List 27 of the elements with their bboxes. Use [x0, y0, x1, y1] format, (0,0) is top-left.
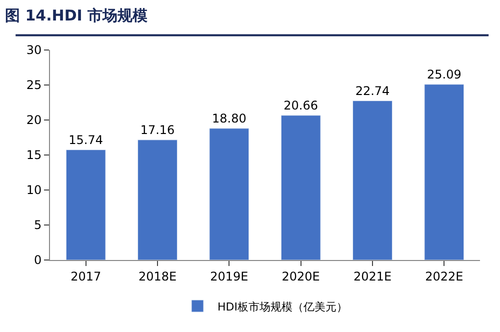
- y-tick-label: 15: [26, 148, 42, 162]
- bar: [138, 140, 178, 260]
- x-tick-label: 2020E: [282, 269, 320, 284]
- y-tick-label: 20: [26, 113, 42, 128]
- bar: [424, 84, 464, 260]
- text: 15.74: [68, 132, 104, 147]
- y-tick-label: 5: [34, 218, 42, 232]
- text: 20.66: [284, 98, 318, 112]
- legend-label: HDI板市场规模（亿美元）: [218, 300, 348, 314]
- y-tick-label: 10: [26, 183, 42, 198]
- text: 18.80: [212, 111, 246, 126]
- bar: [66, 150, 106, 260]
- bar: [209, 128, 250, 260]
- x-tick-label: 2022E: [425, 269, 464, 284]
- chart-title: 图 14.HDI 市场规模: [5, 6, 149, 24]
- y-tick-label: 30: [26, 43, 42, 58]
- y-tick-label: 0: [34, 253, 42, 268]
- bar: [280, 115, 321, 260]
- text: 25.09: [426, 67, 462, 82]
- y-tick-label: 25: [26, 78, 42, 92]
- x-tick-label: 2021E: [353, 269, 392, 284]
- text: 17.16: [140, 122, 175, 137]
- x-tick-label: 2017: [70, 269, 102, 284]
- bar: [352, 100, 392, 260]
- x-tick-label: 2018E: [138, 269, 177, 284]
- text: 22.74: [355, 84, 390, 98]
- x-tick-label: 2019E: [210, 269, 248, 284]
